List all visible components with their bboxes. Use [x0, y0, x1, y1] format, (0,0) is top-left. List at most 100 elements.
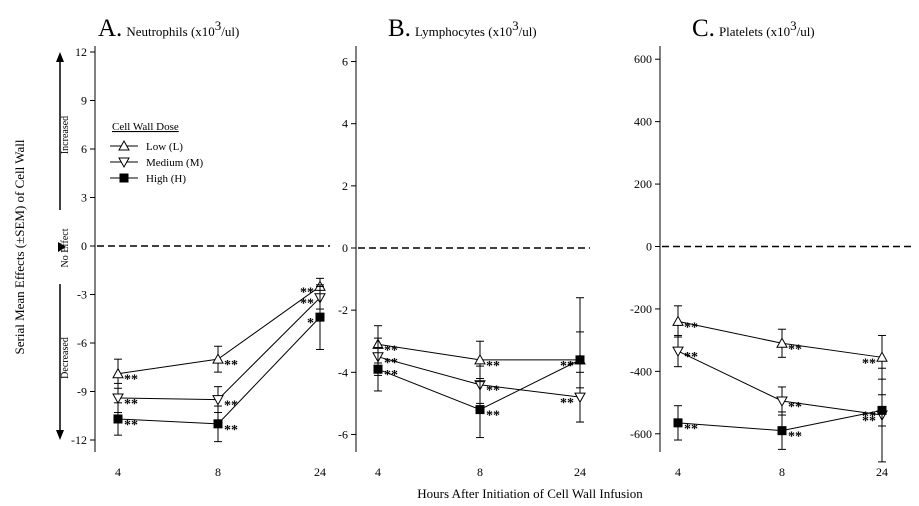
increased-arrow-head — [56, 52, 64, 62]
panel-C-series-0-significance: ** — [862, 356, 876, 371]
panel-C-series-2: ****** — [673, 394, 887, 450]
panel-A-series-0-significance: ** — [224, 358, 238, 373]
panel-C-series-1: ****** — [672, 334, 888, 463]
panel-C-title-unit: /ul) — [797, 24, 815, 39]
panel-C-y-tick-label: 600 — [634, 52, 652, 66]
panel-C-x-tick-label: 4 — [675, 465, 681, 479]
panel-C-series-2-point — [777, 426, 787, 436]
panel-B-series-2-significance: ** — [384, 368, 398, 383]
x-axis-label: Hours After Initiation of Cell Wall Infu… — [417, 486, 643, 501]
panel-A-y-tick-label: -6 — [77, 336, 87, 350]
panel-A-series-2-significance: ** — [124, 418, 138, 433]
panel-B-series-1-point — [574, 392, 586, 404]
panel-A-title-letter: A. — [98, 15, 122, 42]
panel-C-series-1-significance: ** — [684, 350, 698, 365]
panel-C-series-2-significance: ** — [684, 422, 698, 437]
panel-C-x-tick-label: 8 — [779, 465, 785, 479]
panel-A-series-0: ** ** ** — [112, 277, 326, 389]
panel-A-title: A. Neutrophils (x103/ul) — [98, 15, 239, 42]
panel-A-series-2-line — [117, 316, 321, 425]
effect-annotations: Increased No Effect Decreased — [56, 52, 71, 440]
legend-marker — [118, 157, 130, 169]
no-effect-marker — [58, 242, 66, 252]
panel-A-series-0-point — [112, 367, 124, 379]
no-effect-annotation: No Effect — [60, 228, 71, 267]
panel-A-x-tick-label: 4 — [115, 465, 121, 479]
panel-B-series-2-point — [475, 405, 485, 415]
panel-B-series-1: ****** — [372, 337, 586, 423]
panel-C-y-tick-label: 400 — [634, 115, 652, 129]
panel-A-y-tick-label: -9 — [77, 385, 87, 399]
panel-A-y-tick-label: 9 — [81, 94, 87, 108]
panel-A-series-1-point — [212, 395, 224, 406]
panel-C-series-0-point — [672, 315, 684, 326]
panel-A-title-text: Neutrophils (x10 — [126, 24, 214, 39]
panel-C-title: C. Platelets (x103/ul) — [692, 15, 815, 42]
panel-B-series-0-point — [474, 353, 486, 365]
panel-C-y-tick-label: -600 — [630, 427, 652, 441]
panel-C-series-0-significance: ** — [684, 320, 698, 335]
panel-B-series-2-significance: ** — [560, 359, 574, 374]
panel-A-series-0-significance: ** — [124, 373, 138, 388]
panel-C-series-0-point — [776, 337, 788, 348]
increased-annotation: Increased — [60, 116, 71, 154]
panel-A-y-tick-label: 3 — [81, 191, 87, 205]
panel-B-series-2: ****** — [373, 331, 585, 439]
panel-B-y-tick-label: 6 — [342, 55, 348, 69]
panel-C-y-tick-label: 0 — [646, 240, 652, 254]
panel-C-series-2-significance: ** — [788, 430, 802, 445]
panel-B-series-2-point — [575, 355, 585, 365]
panel-B-series-1-significance: ** — [560, 396, 574, 411]
panel-C-series-1-significance: ** — [862, 414, 876, 429]
panel-B-title-letter: B. — [388, 15, 411, 42]
panel-C-title-sup: 3 — [790, 18, 797, 33]
legend: Cell Wall Dose Low (L) Medium (M) High (H) — [110, 121, 203, 185]
panel-C-series-1-significance: ** — [788, 400, 802, 415]
panel-B-series-0-significance: ** — [486, 359, 500, 374]
panel-A-y-tick-label: 0 — [81, 239, 87, 253]
panel-B-x-tick-label: 8 — [477, 465, 483, 479]
panel-A-series-2-significance: ** — [224, 423, 238, 438]
panel-A-series-0-significance: ** — [300, 285, 314, 300]
panel-B-y-tick-label: -2 — [338, 303, 348, 317]
panel-C-series-2-point — [877, 405, 887, 415]
panel-C-series-2-significance: ** — [862, 409, 876, 424]
panel-B-series-1-significance: ** — [384, 356, 398, 371]
panel-B-title-unit: /ul) — [519, 24, 537, 39]
legend-entries: Low (L) Medium (M) High (H) — [110, 139, 203, 185]
panel-C-series-0: ** ** ** — [672, 305, 888, 380]
panel-B-x-tick-label: 24 — [574, 465, 586, 479]
panel-A-series-2-point — [213, 419, 223, 429]
panel-C-series-2-point — [673, 418, 683, 428]
panel-A-y-tick-label: 6 — [81, 142, 87, 156]
panel-B-y-tick-label: 2 — [342, 179, 348, 193]
legend-marker — [118, 139, 130, 151]
panel-A-series-1-point — [112, 393, 124, 404]
panel-C-series-1-line — [677, 350, 883, 416]
panel-B-series-0-significance: * — [567, 359, 574, 374]
decreased-annotation: Decreased — [60, 337, 71, 379]
panel-B-series-1-significance: ** — [486, 384, 500, 399]
legend-label: Medium (M) — [146, 157, 203, 169]
panel-C-y-tick-label: -200 — [630, 302, 652, 316]
panel-C-y-tick-label: 200 — [634, 177, 652, 191]
panel-B-y-tick-label: -6 — [338, 427, 348, 441]
panel-A-series-2-point — [315, 312, 325, 322]
panel-C-series-1-point — [672, 346, 684, 358]
panel-A-y-tick-label: -12 — [71, 433, 87, 447]
panel-A-title-sup: 3 — [215, 18, 222, 33]
panel-B-title-text: Lymphocytes (x10 — [415, 24, 512, 39]
panel-A-x-tick-label: 24 — [314, 465, 326, 479]
legend-marker — [119, 173, 129, 183]
panel-B-title: B. Lymphocytes (x103/ul) — [388, 15, 537, 42]
panel-A-series-1-significance: ** — [124, 397, 138, 412]
panel-B-y-tick-label: 4 — [342, 117, 348, 131]
panel-C-series-0-line — [677, 320, 883, 358]
panel-B-series-2-significance: ** — [486, 409, 500, 424]
panel-C-x-tick-label: 24 — [876, 465, 888, 479]
panel-C-series-1-point — [776, 396, 788, 408]
